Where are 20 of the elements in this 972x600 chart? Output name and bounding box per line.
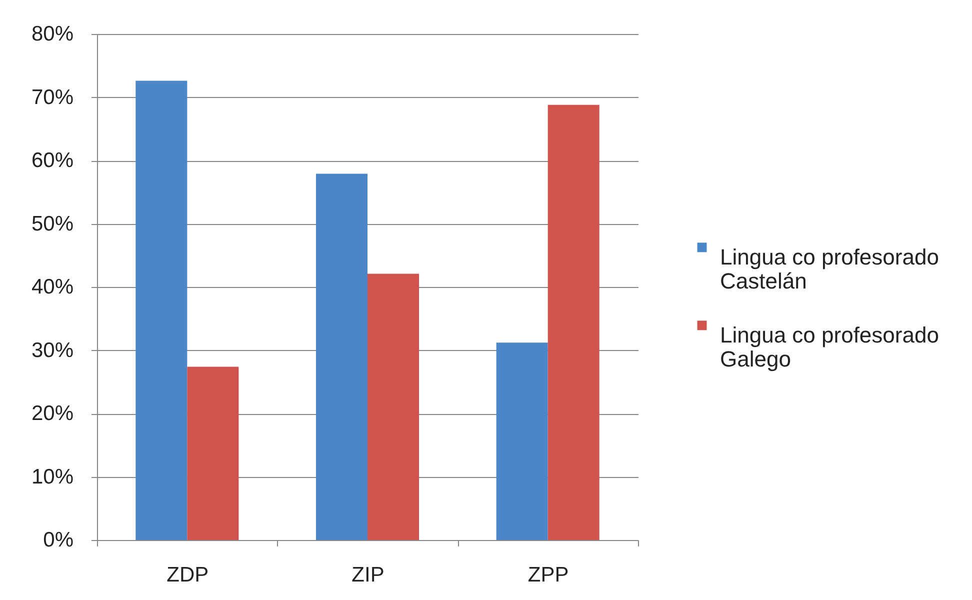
y-tick-label: 80% (31, 22, 74, 46)
y-tick-label: 0% (43, 528, 74, 552)
bar (368, 274, 420, 540)
y-tick-label: 70% (31, 86, 74, 109)
y-tick-label: 40% (31, 276, 74, 298)
legend-label: Lingua co profesorado Galego (720, 322, 939, 372)
x-tick-label: ZDP (166, 564, 209, 586)
y-tick-label: 50% (31, 212, 74, 236)
bar (136, 80, 188, 540)
y-tick-label: 10% (31, 465, 74, 488)
bar (496, 342, 548, 540)
y-tick-label: 20% (31, 402, 74, 425)
bar (548, 104, 600, 540)
legend-label: Lingua co profesorado Castelán (720, 244, 939, 294)
x-tick-label: ZPP (528, 564, 569, 586)
x-tick-label: ZIP (352, 564, 384, 586)
bar (316, 174, 368, 540)
y-tick-label: 60% (31, 149, 74, 172)
y-tick-label: 30% (31, 338, 74, 362)
bar (187, 366, 239, 540)
